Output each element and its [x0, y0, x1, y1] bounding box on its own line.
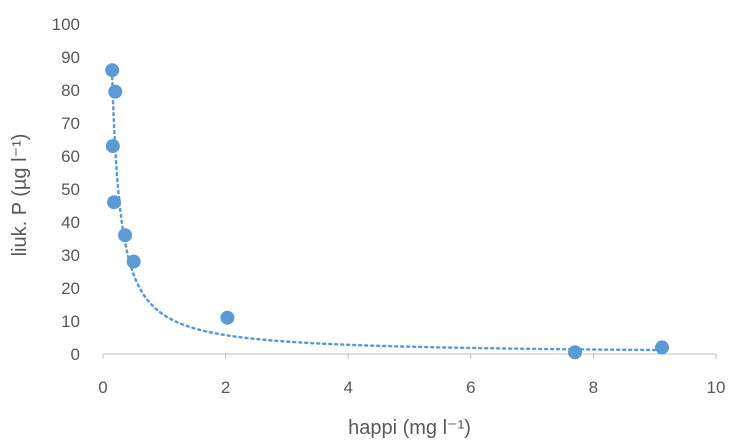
data-point-5 — [118, 228, 133, 243]
y-tick-label: 50 — [61, 180, 80, 199]
y-tick-label: 40 — [61, 213, 80, 232]
y-tick-label: 100 — [52, 15, 80, 34]
x-tick-label: 2 — [221, 378, 230, 397]
y-tick-label: 60 — [61, 147, 80, 166]
data-point-9 — [655, 340, 670, 355]
data-point-6 — [126, 254, 141, 269]
x-tick-label: 4 — [343, 378, 352, 397]
y-tick-label: 20 — [61, 279, 80, 298]
data-points — [105, 63, 670, 360]
data-point-3 — [105, 139, 120, 154]
y-axis-title: liuk. P (µg l⁻¹) — [9, 134, 31, 257]
trendline — [110, 75, 664, 352]
x-tick-label: 6 — [466, 378, 475, 397]
y-tick-label: 10 — [61, 312, 80, 331]
data-point-7 — [220, 310, 235, 325]
data-point-4 — [107, 195, 122, 210]
y-tick-label: 0 — [71, 345, 80, 364]
y-axis-ticks: 0 10 20 30 40 50 60 70 80 90 100 — [52, 15, 80, 364]
y-tick-label: 30 — [61, 246, 80, 265]
x-tick-label: 8 — [589, 378, 598, 397]
data-point-8 — [568, 345, 583, 360]
data-point-2 — [108, 84, 123, 99]
y-tick-label: 90 — [61, 48, 80, 67]
y-tick-label: 70 — [61, 114, 80, 133]
x-axis-ticks: 0 2 4 6 8 10 — [98, 354, 725, 397]
x-tick-label: 10 — [707, 378, 726, 397]
y-tick-label: 80 — [61, 81, 80, 100]
data-point-1 — [105, 63, 120, 78]
x-axis-title: happi (mg l⁻¹) — [348, 417, 471, 439]
x-tick-label: 0 — [98, 378, 107, 397]
